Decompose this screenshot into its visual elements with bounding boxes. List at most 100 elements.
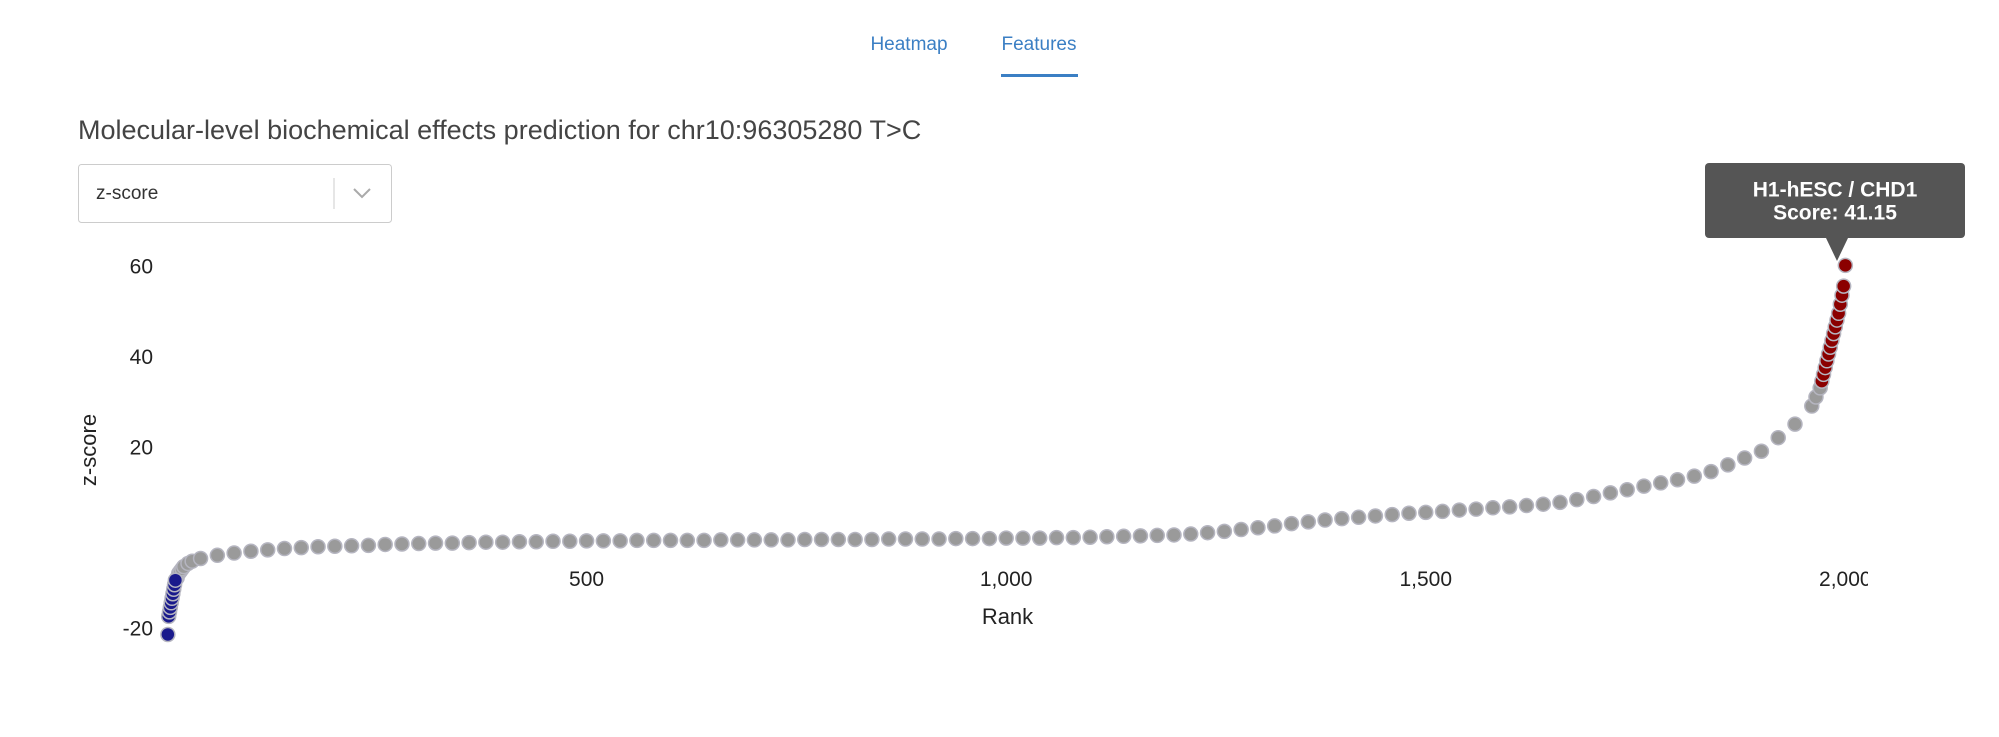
point bbox=[377, 536, 393, 553]
point bbox=[578, 533, 595, 549]
point bbox=[1082, 529, 1098, 545]
point bbox=[897, 531, 914, 547]
point bbox=[914, 531, 931, 547]
tooltip-score: Score: 41.15 bbox=[1773, 202, 1897, 225]
point bbox=[167, 572, 184, 588]
point bbox=[494, 534, 511, 550]
point bbox=[310, 538, 326, 555]
point bbox=[1166, 527, 1182, 543]
point bbox=[1602, 485, 1619, 501]
point bbox=[1283, 515, 1300, 532]
point bbox=[1720, 457, 1736, 473]
point bbox=[964, 530, 981, 547]
point bbox=[729, 532, 746, 548]
point bbox=[595, 533, 612, 549]
page-title: Molecular-level biochemical effects pred… bbox=[78, 115, 921, 145]
point bbox=[931, 531, 947, 547]
point bbox=[1501, 499, 1518, 515]
point bbox=[1418, 504, 1434, 521]
point bbox=[713, 532, 729, 548]
point bbox=[1367, 508, 1384, 524]
point bbox=[327, 538, 343, 555]
y-tick-label: 40 bbox=[130, 346, 153, 369]
tab-active[interactable]: Features bbox=[1002, 34, 1077, 55]
point bbox=[780, 532, 796, 548]
point bbox=[662, 532, 679, 549]
point bbox=[830, 531, 847, 548]
point bbox=[1216, 523, 1233, 540]
point bbox=[444, 535, 461, 551]
point bbox=[1149, 527, 1165, 544]
dropdown-value[interactable]: z-score bbox=[96, 183, 158, 204]
point bbox=[1585, 488, 1602, 505]
point bbox=[797, 531, 813, 548]
point bbox=[1652, 475, 1669, 491]
x-tick-label: 1,000 bbox=[980, 568, 1033, 591]
point bbox=[1350, 509, 1367, 526]
point bbox=[612, 533, 628, 549]
tooltip-box bbox=[1705, 163, 1965, 238]
point bbox=[998, 530, 1014, 546]
point bbox=[461, 534, 477, 551]
point bbox=[1787, 416, 1803, 432]
point bbox=[1636, 478, 1652, 494]
point bbox=[1451, 502, 1468, 518]
point bbox=[1183, 526, 1199, 542]
point bbox=[1468, 501, 1484, 517]
point bbox=[1031, 530, 1048, 546]
point bbox=[1266, 518, 1283, 534]
point bbox=[629, 532, 645, 549]
point bbox=[411, 535, 427, 552]
point bbox=[1250, 519, 1266, 536]
point bbox=[1065, 529, 1082, 546]
point bbox=[1686, 468, 1703, 484]
point bbox=[1736, 450, 1753, 466]
y-tick-label: 60 bbox=[130, 256, 153, 279]
point bbox=[1334, 510, 1350, 527]
dropdown-chevron[interactable] bbox=[353, 188, 371, 199]
point bbox=[746, 532, 763, 548]
point bbox=[864, 531, 880, 548]
point bbox=[243, 543, 259, 559]
point bbox=[1132, 528, 1149, 544]
point bbox=[1552, 494, 1568, 511]
point bbox=[1199, 524, 1216, 541]
tab[interactable]: Heatmap bbox=[870, 34, 947, 55]
tooltip-label: H1-hESC / CHD1 bbox=[1753, 179, 1918, 202]
x-tick-labels: 500 1,000 1,500 2,000 bbox=[569, 568, 1868, 591]
point bbox=[427, 535, 444, 551]
point bbox=[1115, 528, 1132, 545]
point bbox=[1753, 443, 1770, 460]
point bbox=[1099, 529, 1115, 545]
chart: -20 20 40 60 500 1,000 1,500 2,000 Rank z-score bbox=[76, 256, 1868, 643]
point bbox=[679, 532, 696, 549]
point bbox=[1669, 472, 1686, 488]
point bbox=[562, 533, 578, 550]
dropdown[interactable]: z-score bbox=[78, 164, 392, 223]
point bbox=[948, 530, 964, 547]
point bbox=[192, 550, 209, 567]
y-tick-label: -20 bbox=[123, 617, 153, 640]
point bbox=[1317, 512, 1333, 528]
dropdown-box[interactable] bbox=[78, 164, 392, 223]
series bbox=[169, 380, 1828, 586]
point bbox=[880, 531, 897, 547]
tab-underline bbox=[1001, 74, 1078, 77]
point bbox=[847, 531, 863, 548]
point bbox=[1535, 496, 1551, 512]
point bbox=[293, 539, 310, 556]
point bbox=[981, 530, 998, 547]
x-axis-label: Rank bbox=[982, 604, 1034, 629]
point bbox=[1384, 506, 1400, 523]
point bbox=[1835, 278, 1852, 294]
series bbox=[160, 572, 184, 643]
point bbox=[1015, 530, 1031, 546]
point bbox=[259, 542, 276, 558]
point bbox=[276, 540, 293, 557]
point bbox=[1300, 514, 1317, 530]
point bbox=[528, 533, 544, 550]
tooltip-arrow bbox=[1826, 238, 1848, 261]
point bbox=[1569, 491, 1585, 508]
point bbox=[1518, 497, 1535, 514]
point bbox=[1619, 481, 1635, 498]
